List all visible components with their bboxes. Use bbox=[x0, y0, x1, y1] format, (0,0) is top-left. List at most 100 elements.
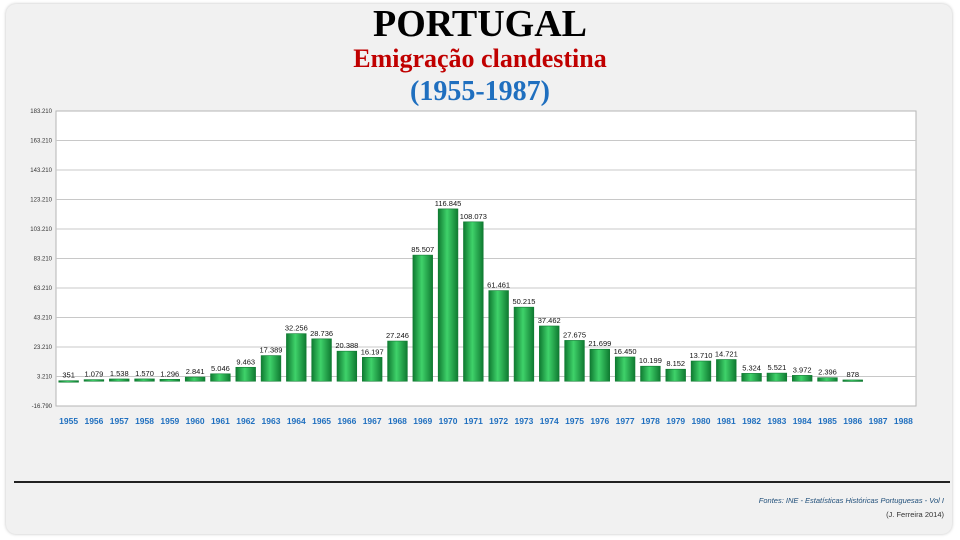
value-label-1969: 85.507 bbox=[411, 245, 434, 254]
y-tick-label: 183.210 bbox=[30, 109, 52, 115]
value-label-1967: 16.197 bbox=[361, 347, 384, 356]
bar-1956 bbox=[83, 379, 105, 382]
x-tick-label-1967: 1967 bbox=[363, 416, 382, 426]
credit-note: (J. Ferreira 2014) bbox=[886, 510, 944, 519]
value-label-1982: 5.324 bbox=[742, 363, 761, 372]
x-tick-label-1958: 1958 bbox=[135, 416, 154, 426]
page-period: (1955-1987) bbox=[410, 76, 550, 107]
value-label-1985: 2.396 bbox=[818, 368, 837, 377]
x-tick-label-1977: 1977 bbox=[616, 416, 635, 426]
bar-1975 bbox=[564, 340, 585, 382]
value-label-1981: 14.721 bbox=[715, 350, 738, 359]
value-label-1968: 27.246 bbox=[386, 331, 409, 340]
x-tick-label-1978: 1978 bbox=[641, 416, 660, 426]
x-tick-label-1985: 1985 bbox=[818, 416, 837, 426]
y-tick-label: 63.210 bbox=[34, 286, 53, 292]
x-tick-label-1964: 1964 bbox=[287, 416, 306, 426]
x-tick-label-1961: 1961 bbox=[211, 416, 230, 426]
value-label-1961: 5.046 bbox=[211, 364, 230, 373]
x-tick-label-1973: 1973 bbox=[514, 416, 533, 426]
value-label-1971: 108.073 bbox=[460, 212, 487, 221]
bar-1958 bbox=[134, 378, 155, 382]
value-label-1970: 116.845 bbox=[435, 199, 462, 208]
bar-1986 bbox=[842, 379, 863, 382]
bar-1970 bbox=[437, 208, 459, 382]
bar-1964 bbox=[286, 333, 307, 382]
bar-1971 bbox=[463, 221, 484, 382]
gridlines bbox=[56, 140, 916, 377]
value-label-1974: 37.462 bbox=[538, 316, 561, 325]
y-tick-label: 23.210 bbox=[34, 345, 53, 351]
bar-1965 bbox=[311, 338, 332, 382]
bar-1981 bbox=[716, 359, 737, 382]
page-title: PORTUGAL bbox=[372, 3, 587, 45]
bar-1968 bbox=[387, 340, 408, 382]
y-tick-label: 103.210 bbox=[30, 227, 52, 233]
bar-1977 bbox=[614, 356, 636, 382]
value-label-1960: 2.841 bbox=[186, 367, 205, 376]
bar-1976 bbox=[589, 348, 610, 382]
x-tick-label-1968: 1968 bbox=[388, 416, 407, 426]
bar-1984 bbox=[792, 375, 813, 382]
y-tick-label: -16.790 bbox=[32, 404, 53, 410]
bar-1959 bbox=[159, 379, 180, 382]
y-tick-label: 83.210 bbox=[34, 257, 53, 263]
x-tick-label-1963: 1963 bbox=[262, 416, 281, 426]
bar-1963 bbox=[260, 355, 282, 382]
value-label-1975: 27.675 bbox=[563, 330, 586, 339]
value-label-1964: 32.256 bbox=[285, 324, 308, 333]
bar-1957 bbox=[109, 378, 130, 382]
bar-1972 bbox=[488, 290, 509, 382]
x-tick-label-1981: 1981 bbox=[717, 416, 736, 426]
bar-1973 bbox=[513, 306, 535, 382]
x-tick-label-1988: 1988 bbox=[894, 416, 913, 426]
x-tick-label-1976: 1976 bbox=[590, 416, 609, 426]
x-tick-label-1971: 1971 bbox=[464, 416, 483, 426]
bar-1969 bbox=[412, 254, 433, 382]
value-label-1956: 1.079 bbox=[85, 370, 104, 379]
value-label-1958: 1.570 bbox=[135, 369, 154, 378]
page-subtitle: Emigração clandestina bbox=[353, 44, 607, 73]
value-label-1979: 8.152 bbox=[666, 359, 685, 368]
x-tick-label-1986: 1986 bbox=[843, 416, 862, 426]
value-label-1986: 878 bbox=[847, 370, 860, 379]
value-label-1957: 1.538 bbox=[110, 369, 129, 378]
bar-1966 bbox=[336, 350, 358, 382]
value-label-1966: 20.388 bbox=[335, 341, 358, 350]
x-tick-label-1962: 1962 bbox=[236, 416, 255, 426]
bar-1955 bbox=[58, 380, 79, 383]
x-tick-label-1982: 1982 bbox=[742, 416, 761, 426]
value-label-1965: 28.736 bbox=[310, 329, 333, 338]
x-tick-label-1965: 1965 bbox=[312, 416, 331, 426]
x-axis: 1955 1956 1957 1958 1959 1960 1961 1962 1963 1964… bbox=[59, 416, 913, 426]
bar-1974 bbox=[539, 325, 560, 382]
value-label-1959: 1.296 bbox=[160, 369, 179, 378]
y-tick-label: 143.210 bbox=[30, 168, 52, 174]
bar-1967 bbox=[362, 357, 383, 382]
value-label-1984: 3.972 bbox=[793, 365, 812, 374]
value-label-1955: 351 bbox=[62, 371, 75, 380]
x-tick-label-1972: 1972 bbox=[489, 416, 508, 426]
bar-1980 bbox=[690, 360, 712, 382]
bar-1961 bbox=[210, 373, 231, 382]
x-tick-label-1955: 1955 bbox=[59, 416, 78, 426]
value-label-1983: 5.521 bbox=[767, 363, 786, 372]
x-tick-label-1969: 1969 bbox=[413, 416, 432, 426]
source-note: Fontes: INE - Estatísticas Históricas Po… bbox=[758, 496, 944, 505]
value-label-1976: 21.699 bbox=[588, 339, 611, 348]
x-tick-label-1966: 1966 bbox=[337, 416, 356, 426]
y-axis: -16.790 3.210 23.210 43.210 63.210 83.210 103.… bbox=[30, 109, 52, 410]
bar-1985 bbox=[817, 377, 838, 382]
bar-1960 bbox=[184, 376, 206, 382]
x-tick-label-1956: 1956 bbox=[84, 416, 103, 426]
x-tick-label-1959: 1959 bbox=[160, 416, 179, 426]
bar-1962 bbox=[235, 366, 256, 382]
x-tick-label-1957: 1957 bbox=[110, 416, 129, 426]
x-tick-label-1979: 1979 bbox=[666, 416, 685, 426]
bar-1982 bbox=[741, 373, 762, 382]
value-label-1962: 9.463 bbox=[236, 357, 255, 366]
value-label-1972: 61.461 bbox=[487, 281, 510, 290]
x-tick-label-1980: 1980 bbox=[692, 416, 711, 426]
y-tick-label: 3.210 bbox=[37, 375, 53, 381]
